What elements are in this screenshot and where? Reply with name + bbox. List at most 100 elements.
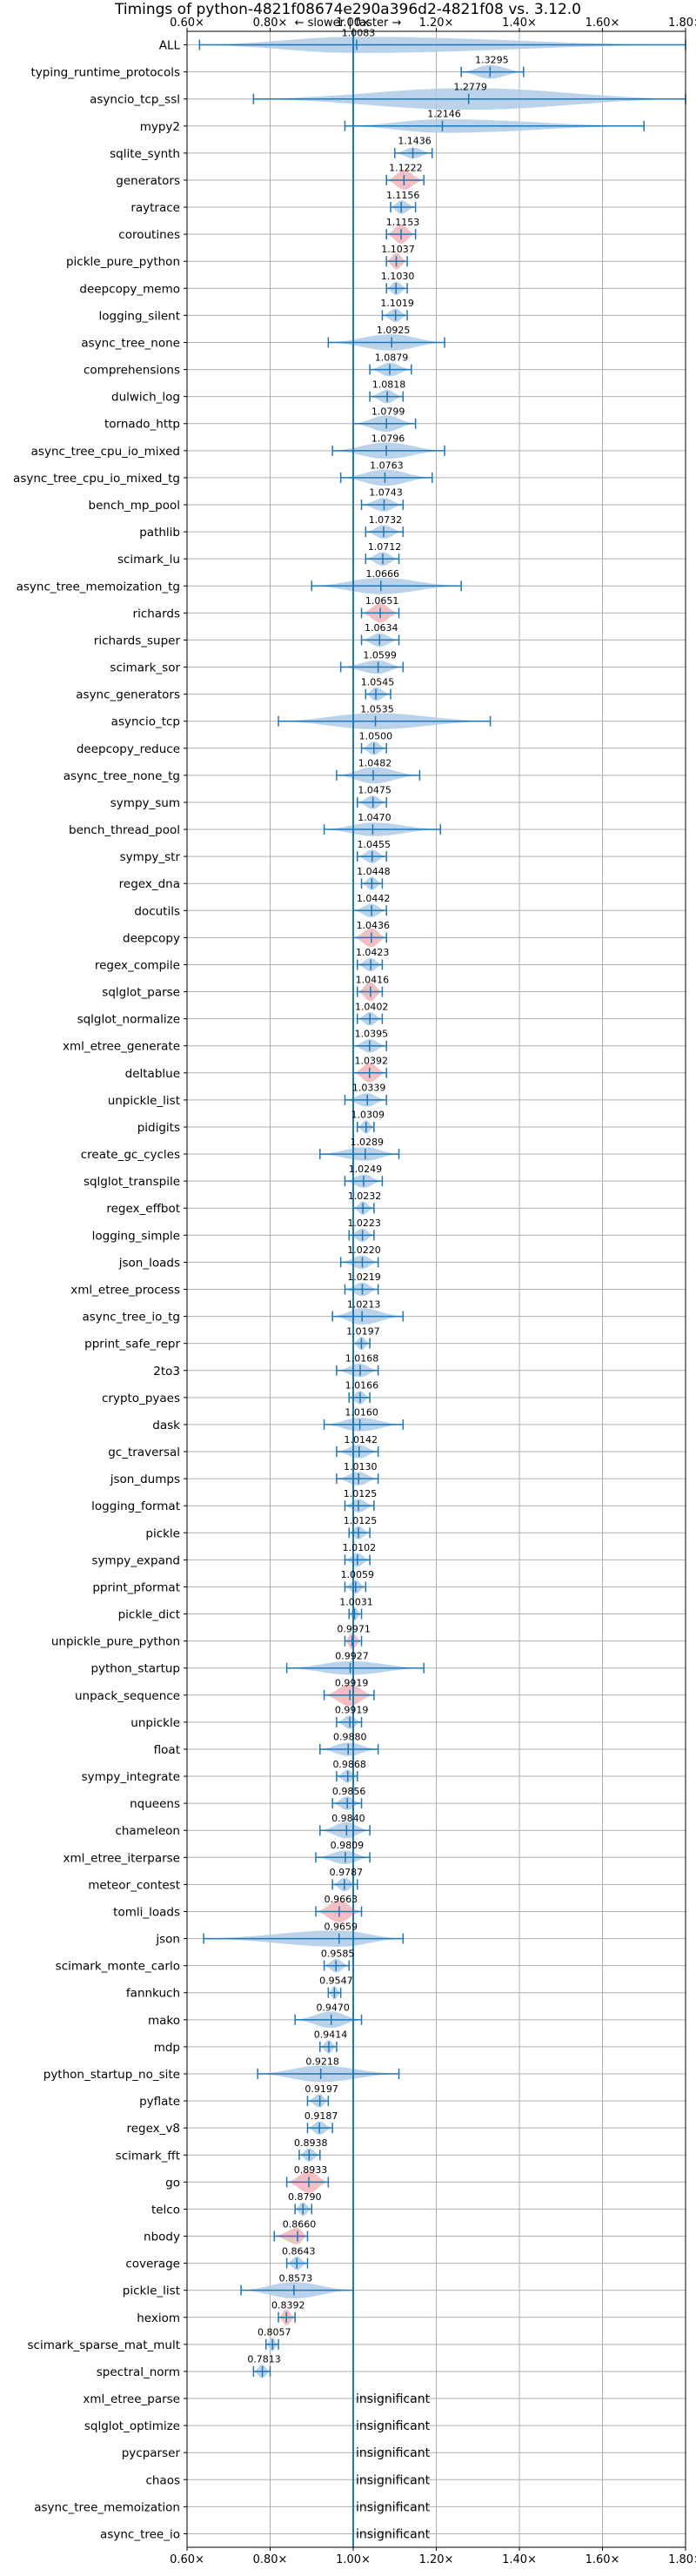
category-label-64: sympy_integrate xyxy=(82,1770,180,1784)
value-label-19: 1.0712 xyxy=(368,541,402,553)
value-label-36: 1.0402 xyxy=(355,1001,389,1012)
value-label-61: 0.9919 xyxy=(335,1678,369,1689)
category-label-87: xml_etree_parse xyxy=(83,2392,180,2406)
value-label-55: 1.0125 xyxy=(344,1515,378,1526)
value-label-50: 1.0166 xyxy=(345,1380,379,1392)
x-tick-label-bottom-1: 0.80× xyxy=(253,2553,288,2566)
value-label-2: 1.2779 xyxy=(453,81,487,92)
value-label-42: 1.0249 xyxy=(349,1164,383,1175)
value-label-44: 1.0223 xyxy=(347,1218,381,1229)
category-label-12: comprehensions xyxy=(84,364,180,378)
value-label-83: 0.8573 xyxy=(279,2272,313,2284)
insignificant-label-88: insignificant xyxy=(356,2419,431,2433)
x-tick-label-bottom-4: 1.40× xyxy=(502,2553,537,2566)
value-label-41: 1.0289 xyxy=(351,1137,385,1148)
value-label-52: 1.0142 xyxy=(345,1434,378,1446)
category-label-82: coverage xyxy=(125,2257,180,2271)
value-label-78: 0.8938 xyxy=(294,2137,328,2149)
category-label-42: sqlglot_transpile xyxy=(84,1175,180,1189)
value-label-64: 0.9868 xyxy=(332,1759,366,1770)
label-layer: 1.0083 1.3295 1.2779 1.2146 1.1436 1.1222 1.11… xyxy=(247,27,508,2541)
category-label-68: meteor_contest xyxy=(88,1878,180,1892)
value-label-14: 1.0799 xyxy=(371,406,405,417)
category-label-37: xml_etree_generate xyxy=(63,1040,180,1054)
value-label-22: 1.0634 xyxy=(365,622,398,634)
category-label-3: mypy2 xyxy=(140,120,180,134)
category-label-36: sqlglot_normalize xyxy=(77,1013,180,1027)
category-label-7: coroutines xyxy=(118,228,180,242)
value-label-45: 1.0220 xyxy=(347,1244,381,1256)
value-label-65: 0.9856 xyxy=(332,1786,366,1797)
value-label-60: 0.9927 xyxy=(335,1650,369,1661)
value-label-38: 1.0392 xyxy=(354,1056,388,1067)
value-label-63: 0.9880 xyxy=(333,1732,367,1743)
category-label-6: raytrace xyxy=(130,201,180,215)
direction-label: ← slower | faster → xyxy=(295,17,402,30)
value-label-34: 1.0423 xyxy=(356,947,390,958)
insignificant-label-89: insignificant xyxy=(356,2446,431,2460)
category-label-67: xml_etree_iterparse xyxy=(64,1851,181,1865)
category-label-27: async_tree_none_tg xyxy=(64,769,180,783)
category-label-24: async_generators xyxy=(76,688,180,702)
value-label-9: 1.1030 xyxy=(381,271,415,282)
x-tick-label-top-5: 1.60× xyxy=(586,17,620,30)
category-label-61: unpack_sequence xyxy=(75,1689,180,1703)
x-tick-label-bottom-6: 1.80× xyxy=(668,2553,696,2566)
category-label-45: json_loads xyxy=(118,1256,180,1270)
category-label-46: xml_etree_process xyxy=(70,1284,180,1298)
category-label-43: regex_effbot xyxy=(106,1202,180,1216)
value-label-68: 0.9787 xyxy=(330,1867,364,1878)
category-label-28: sympy_sum xyxy=(110,796,180,810)
value-label-28: 1.0475 xyxy=(358,785,392,796)
category-label-53: json_dumps xyxy=(110,1472,180,1486)
insignificant-label-92: insignificant xyxy=(356,2527,431,2541)
category-label-48: pprint_safe_repr xyxy=(84,1338,180,1352)
category-label-32: docutils xyxy=(134,904,180,918)
category-label-0: ALL xyxy=(159,39,181,53)
category-label-92: async_tree_io xyxy=(100,2527,180,2541)
category-label-13: dulwich_log xyxy=(111,391,180,405)
value-label-71: 0.9585 xyxy=(321,1948,355,1959)
value-label-25: 1.0535 xyxy=(360,703,394,714)
value-label-8: 1.1037 xyxy=(381,244,415,255)
category-label-21: richards xyxy=(133,607,180,621)
category-label-22: richards_super xyxy=(94,634,181,647)
category-label-17: bench_mp_pool xyxy=(89,499,180,513)
insignificant-label-90: insignificant xyxy=(356,2473,431,2487)
value-label-47: 1.0213 xyxy=(347,1298,381,1310)
value-label-12: 1.0879 xyxy=(375,352,409,363)
category-label-63: float xyxy=(154,1743,180,1757)
value-label-4: 1.1436 xyxy=(398,136,432,147)
category-label-31: regex_dna xyxy=(119,877,180,891)
category-label-10: logging_silent xyxy=(99,309,180,323)
value-label-80: 0.8790 xyxy=(288,2191,322,2203)
value-label-62: 0.9919 xyxy=(335,1705,369,1716)
value-label-79: 0.8933 xyxy=(294,2164,328,2176)
x-tick-label-top-4: 1.40× xyxy=(502,17,537,30)
value-label-72: 0.9547 xyxy=(319,1975,353,1986)
axis-layer: 0.60× 0.60× 0.80× 0.80× 1.00× 1.00× 1.20× 1.20×… xyxy=(13,17,696,2566)
category-label-1: typing_runtime_protocols xyxy=(31,66,181,80)
value-label-6: 1.1156 xyxy=(386,190,420,201)
value-label-31: 1.0448 xyxy=(357,866,391,877)
category-label-19: scimark_lu xyxy=(117,553,180,567)
category-label-41: create_gc_cycles xyxy=(81,1148,180,1162)
category-label-78: scimark_fft xyxy=(116,2149,180,2163)
category-label-75: python_startup_no_site xyxy=(44,2068,180,2082)
value-label-43: 1.0232 xyxy=(348,1191,382,1202)
category-label-79: go xyxy=(165,2176,180,2190)
category-label-91: async_tree_memoization xyxy=(34,2500,180,2514)
category-label-89: pycparser xyxy=(122,2446,181,2460)
category-label-66: chameleon xyxy=(115,1824,180,1838)
value-label-37: 1.0395 xyxy=(355,1028,389,1039)
category-label-8: pickle_pure_python xyxy=(66,255,180,269)
category-label-20: async_tree_memoization_tg xyxy=(17,580,180,594)
x-tick-label-top-0: 0.60× xyxy=(170,17,204,30)
category-label-90: chaos xyxy=(145,2473,180,2487)
value-label-66: 0.9840 xyxy=(331,1813,365,1824)
value-label-85: 0.8057 xyxy=(258,2327,291,2338)
x-tick-label-bottom-0: 0.60× xyxy=(170,2553,204,2566)
category-label-40: pidigits xyxy=(137,1121,180,1135)
category-label-26: deepcopy_reduce xyxy=(77,742,180,756)
